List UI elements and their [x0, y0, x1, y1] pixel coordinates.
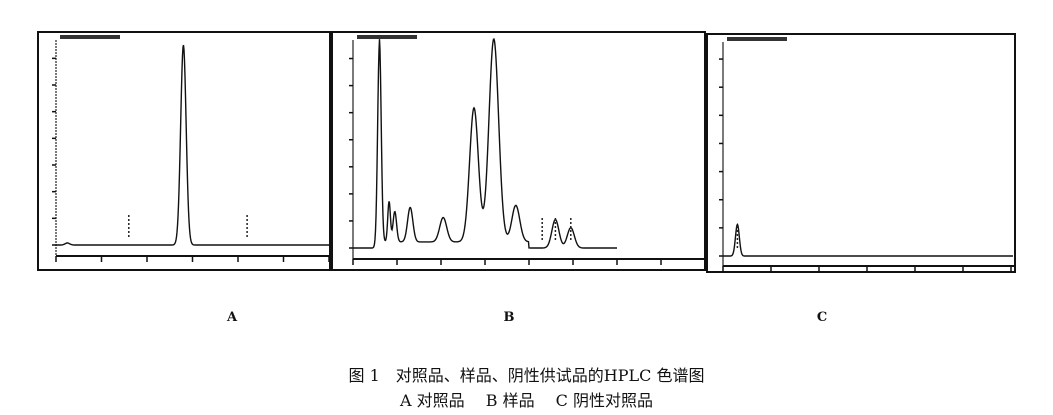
panel-frame-a [37, 31, 331, 271]
chromatogram-trace-b [353, 38, 617, 249]
caption-item-b: B 样品 [485, 391, 535, 410]
chromatogram-trace-c [723, 222, 1013, 257]
panel-header-text [60, 35, 120, 39]
panel-label-b: B [503, 310, 515, 325]
figure-caption-title: 图 1 对照品、样品、阴性供试品的HPLC 色谱图 [348, 366, 705, 385]
panel-frame-c [706, 33, 1016, 273]
caption-item-c: C 阴性对照品 [555, 391, 654, 410]
caption-item-a: A 对照品 [399, 391, 465, 410]
panel-header-text [357, 35, 417, 39]
panel-label-c: C [816, 310, 828, 325]
panel-header-text [727, 37, 787, 41]
panel-label-a: A [226, 310, 238, 325]
panel-frame-b [331, 31, 706, 271]
chromatogram-trace-a [56, 44, 329, 246]
figure-caption-legend: A 对照品 B 样品 C 阴性对照品 [0, 387, 1053, 411]
